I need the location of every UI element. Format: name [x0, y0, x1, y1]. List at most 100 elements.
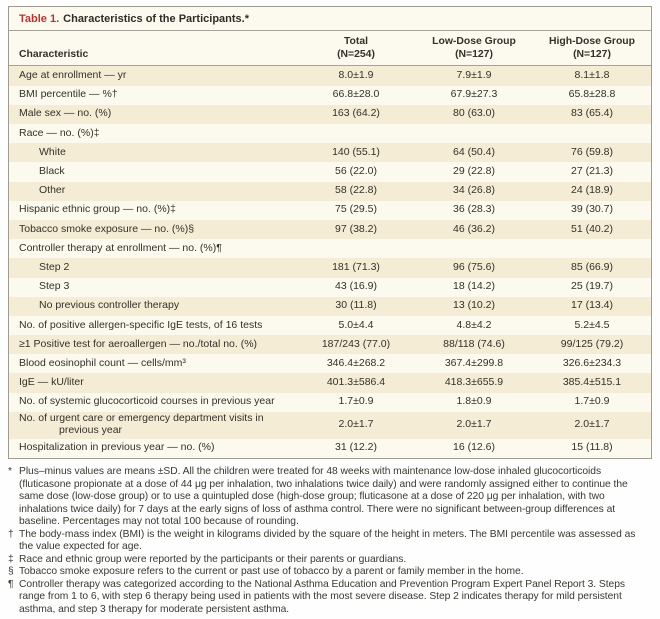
row-label: No. of systemic glucocorticoid courses i… [19, 395, 275, 408]
table-row: Male sex — no. (%) 163 (64.2) 80 (63.0) 83 … [9, 104, 651, 125]
table-title-text: Characteristics of the Participants.* [63, 13, 249, 25]
footnote-marker: † [8, 528, 14, 540]
row-label: No. of positive allergen-specific IgE te… [19, 318, 263, 331]
footnote: ¶ Controller therapy was categorized acco… [8, 579, 652, 617]
cell-value: 36 (28.3) [452, 203, 496, 216]
cell-value: 2.0±1.7 [574, 418, 610, 431]
table-row: Hospitalization in previous year — no. (… [9, 439, 651, 458]
footnote-marker: * [8, 465, 12, 477]
footnote-marker: ¶ [8, 578, 14, 590]
cell-value: 1.7±0.9 [574, 395, 610, 408]
footnote-text: Race and ethnic group were reported by t… [19, 553, 407, 565]
footnote: § Tobacco smoke exposure refers to the cu… [8, 566, 652, 579]
cell-value: 385.4±515.1 [562, 376, 622, 389]
cell-value: 46 (36.2) [452, 222, 496, 235]
cell-value: 7.9±1.9 [456, 69, 492, 82]
cell-value: 346.4±268.2 [326, 356, 386, 369]
row-label: Hospitalization in previous year — no. (… [19, 441, 215, 454]
row-label: No. of urgent care or emergency departme… [19, 412, 264, 437]
cell-value: 8.0±1.9 [338, 69, 374, 82]
table-row: Step 2 181 (71.3) 96 (75.6) 85 (66.9) [9, 258, 651, 278]
table-row: No previous controller therapy 30 (11.8) 1… [9, 296, 651, 316]
cell-value: 75 (29.5) [334, 203, 378, 216]
cell-value: 2.0±1.7 [338, 418, 374, 431]
row-label: Step 3 [39, 280, 70, 293]
table-row: No. of urgent care or emergency departme… [9, 411, 651, 439]
cell-value: 83 (65.4) [570, 107, 614, 120]
cell-value: 187/243 (77.0) [321, 337, 391, 350]
table-row: Blood eosinophil count — cells/mm³ 346.4±… [9, 354, 651, 373]
column-header-high-dose: High-Dose Group (N=127) [533, 36, 651, 61]
cell-value: 2.0±1.7 [456, 418, 492, 431]
table-body: Age at enrollment — yr 8.0±1.9 7.9±1.9 8.1±… [9, 66, 651, 458]
row-label: Black [39, 165, 65, 178]
footnote: ‡ Race and ethnic group were reported by … [8, 554, 652, 567]
cell-value: 18 (14.2) [452, 280, 496, 293]
row-label: White [39, 145, 66, 158]
table1-box: Table 1. Characteristics of the Participa… [8, 6, 652, 459]
cell-value: 31 (12.2) [334, 441, 378, 454]
table-row: White 140 (55.1) 64 (50.4) 76 (59.8) [9, 143, 651, 163]
row-label: Race — no. (%)‡ [19, 126, 100, 139]
row-label: Other [39, 184, 66, 197]
cell-value: 58 (22.8) [334, 184, 378, 197]
cell-value: 1.7±0.9 [338, 395, 374, 408]
table-row: Race — no. (%)‡ [9, 124, 651, 143]
cell-value: 418.3±655.9 [444, 376, 504, 389]
footnote-marker: § [8, 566, 14, 578]
footnote-text: Tobacco smoke exposure refers to the cur… [19, 566, 524, 578]
cell-value: 163 (64.2) [332, 107, 380, 120]
column-header-total: Total (N=254) [297, 36, 415, 61]
row-label: Hispanic ethnic group — no. (%)‡ [19, 203, 176, 216]
row-label: IgE — kU/liter [19, 376, 84, 389]
cell-value: 181 (71.3) [332, 260, 380, 273]
table-header-row: Characteristic Total (N=254) Low-Dose Gr… [9, 31, 651, 67]
cell-value: 15 (11.8) [571, 441, 613, 454]
footnote-text: Plus–minus values are means ±SD. All the… [19, 465, 628, 528]
cell-value: 5.2±4.5 [574, 318, 610, 331]
footnote: * Plus–minus values are means ±SD. All th… [8, 466, 652, 529]
cell-value: 16 (12.6) [452, 441, 496, 454]
cell-value: 17 (13.4) [570, 299, 614, 312]
row-label: BMI percentile — %† [19, 88, 118, 101]
cell-value: 88/118 (74.6) [443, 337, 505, 350]
row-label: No previous controller therapy [39, 299, 180, 312]
cell-value: 85 (66.9) [570, 260, 614, 273]
cell-value: 8.1±1.8 [574, 69, 610, 82]
column-header-low-dose-line1: Low-Dose Group [432, 36, 516, 48]
cell-value: 29 (22.8) [452, 165, 496, 178]
cell-value: 1.8±0.9 [456, 395, 492, 408]
table-row: Black 56 (22.0) 29 (22.8) 27 (21.3) [9, 162, 651, 181]
cell-value: 67.9±27.3 [450, 88, 498, 101]
footnote: † The body-mass index (BMI) is the weight… [8, 529, 652, 554]
row-label: Step 2 [39, 260, 70, 273]
cell-value: 80 (63.0) [452, 107, 496, 120]
page: Table 1. Characteristics of the Participa… [0, 6, 660, 619]
column-header-total-line1: Total [343, 36, 369, 48]
cell-value: 30 (11.8) [335, 299, 377, 312]
table-row: Other 58 (22.8) 34 (26.8) 24 (18.9) [9, 181, 651, 201]
table-row: No. of systemic glucocorticoid courses i… [9, 393, 651, 412]
cell-value: 56 (22.0) [334, 165, 378, 178]
cell-value: 27 (21.3) [570, 165, 614, 178]
row-label: Blood eosinophil count — cells/mm³ [19, 356, 186, 369]
table-row: Step 3 43 (16.9) 18 (14.2) 25 (19.7) [9, 278, 651, 297]
cell-value: 140 (55.1) [332, 145, 380, 158]
table-row: BMI percentile — %† 66.8±28.0 67.9±27.3 65.… [9, 86, 651, 105]
row-label: Controller therapy at enrollment — no. (… [19, 241, 222, 254]
cell-value: 25 (19.7) [570, 280, 614, 293]
cell-value: 96 (75.6) [452, 260, 496, 273]
column-header-low-dose-line2: (N=127) [455, 48, 493, 60]
table-number: Table 1. [19, 13, 60, 25]
table-row: ≥1 Positive test for aeroallergen — no./… [9, 335, 651, 355]
cell-value: 66.8±28.0 [332, 88, 380, 101]
cell-value: 64 (50.4) [452, 145, 496, 158]
footnotes: * Plus–minus values are means ±SD. All th… [8, 466, 652, 617]
cell-value: 99/125 (79.2) [560, 337, 624, 350]
cell-value: 76 (59.8) [570, 145, 614, 158]
row-label: Tobacco smoke exposure — no. (%)§ [19, 222, 195, 235]
table-row: Controller therapy at enrollment — no. (… [9, 239, 651, 258]
column-header-high-dose-line1: High-Dose Group [548, 36, 635, 48]
cell-value: 51 (40.2) [570, 222, 614, 235]
cell-value: 39 (30.7) [570, 203, 614, 216]
